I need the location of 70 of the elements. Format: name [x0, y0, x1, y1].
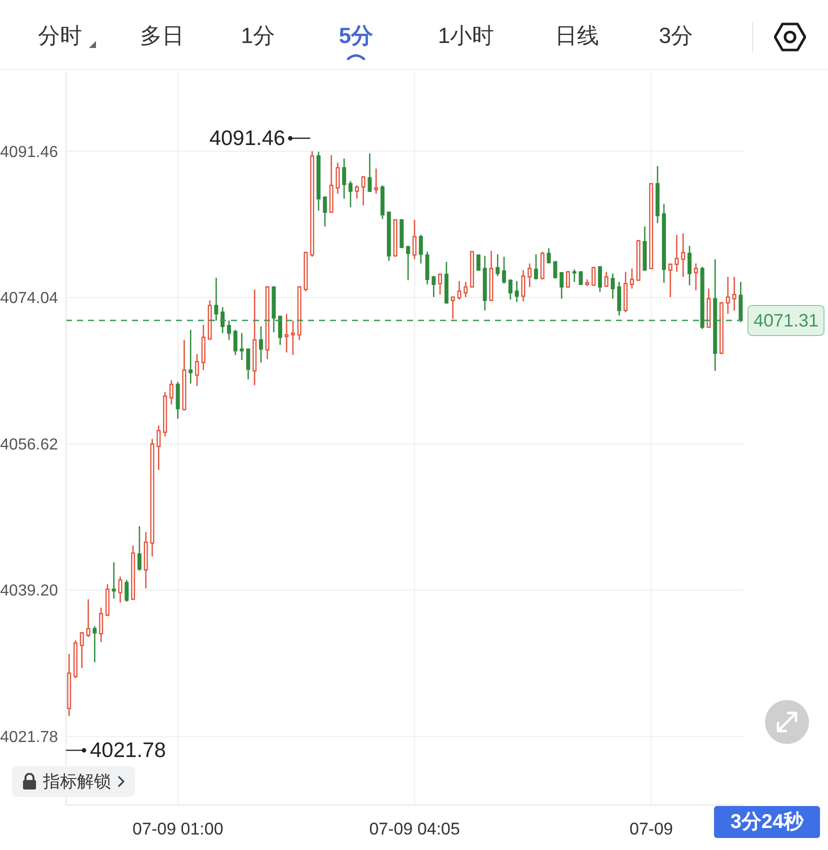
candlestick	[476, 254, 480, 271]
candlestick	[118, 576, 122, 604]
candlestick	[681, 232, 686, 278]
candlestick	[706, 288, 711, 328]
candlestick	[144, 531, 148, 590]
x-tick-label: 07-09 04:05	[369, 820, 460, 838]
candlestick	[553, 261, 558, 278]
x-tick-label: 07-09 01:00	[132, 820, 224, 838]
candlestick	[342, 158, 346, 200]
candlestick	[386, 212, 391, 262]
countdown-badge: 3分24秒	[714, 806, 820, 838]
candlestick	[528, 262, 532, 288]
candlestick	[521, 270, 526, 302]
annotation: 指标解锁	[43, 771, 111, 793]
candlestick	[425, 251, 430, 286]
candlestick	[617, 281, 622, 316]
annotation: 4021.78	[90, 738, 166, 762]
candlestick	[560, 272, 564, 300]
text: 3分	[658, 22, 694, 50]
candlestick	[482, 255, 487, 312]
candlestick	[252, 288, 257, 386]
candlestick	[272, 286, 276, 333]
candlestick	[284, 313, 289, 354]
candlestick	[470, 251, 474, 288]
candlestick	[489, 250, 494, 301]
candlestick	[188, 329, 193, 384]
candlestick	[642, 226, 647, 271]
x-tick-label: 07-09	[630, 820, 673, 838]
candlestick	[662, 203, 666, 284]
candlestick	[322, 196, 327, 228]
candlestick	[674, 234, 679, 272]
candlestick	[450, 296, 455, 320]
candlestick	[732, 276, 736, 312]
annotation: 4091.46	[209, 126, 286, 150]
text: 日线	[554, 22, 600, 50]
text: 1分	[240, 22, 276, 50]
candlestick	[124, 579, 129, 602]
candlestick	[329, 154, 334, 213]
y-tick-label: 4021.78	[0, 729, 58, 746]
candlestick	[240, 332, 244, 361]
text: 1小时	[436, 22, 496, 50]
candlestick	[400, 219, 404, 248]
candlestick	[726, 276, 730, 314]
candlestick	[214, 277, 218, 322]
candlestick	[578, 271, 583, 286]
candlestick	[374, 168, 378, 194]
candlestick	[258, 326, 263, 364]
candlestick	[278, 316, 282, 346]
candlestick	[514, 280, 519, 303]
candlestick	[92, 626, 97, 663]
y-tick-label: 4074.04	[0, 290, 58, 308]
y-tick-label: 4039.20	[0, 582, 58, 600]
candlestick	[496, 254, 500, 277]
candlestick	[713, 258, 718, 372]
text: 多日	[139, 22, 185, 50]
text: 分时	[37, 22, 83, 50]
candlestick	[336, 162, 340, 194]
y-tick-label: 4056.62	[0, 436, 58, 454]
candlestick	[246, 348, 250, 380]
candlestick	[649, 183, 654, 270]
candlestick	[156, 424, 161, 471]
ref-line-label: 4071.31	[753, 310, 819, 330]
y-tick-label: 4091.46	[0, 144, 58, 161]
candlestick	[610, 272, 615, 300]
text: 5分	[338, 22, 374, 50]
candlestick	[290, 320, 295, 356]
candlestick	[150, 438, 154, 558]
candlestick	[112, 562, 116, 600]
pill-button: 指标解锁	[12, 766, 135, 797]
candlestick	[464, 281, 468, 298]
